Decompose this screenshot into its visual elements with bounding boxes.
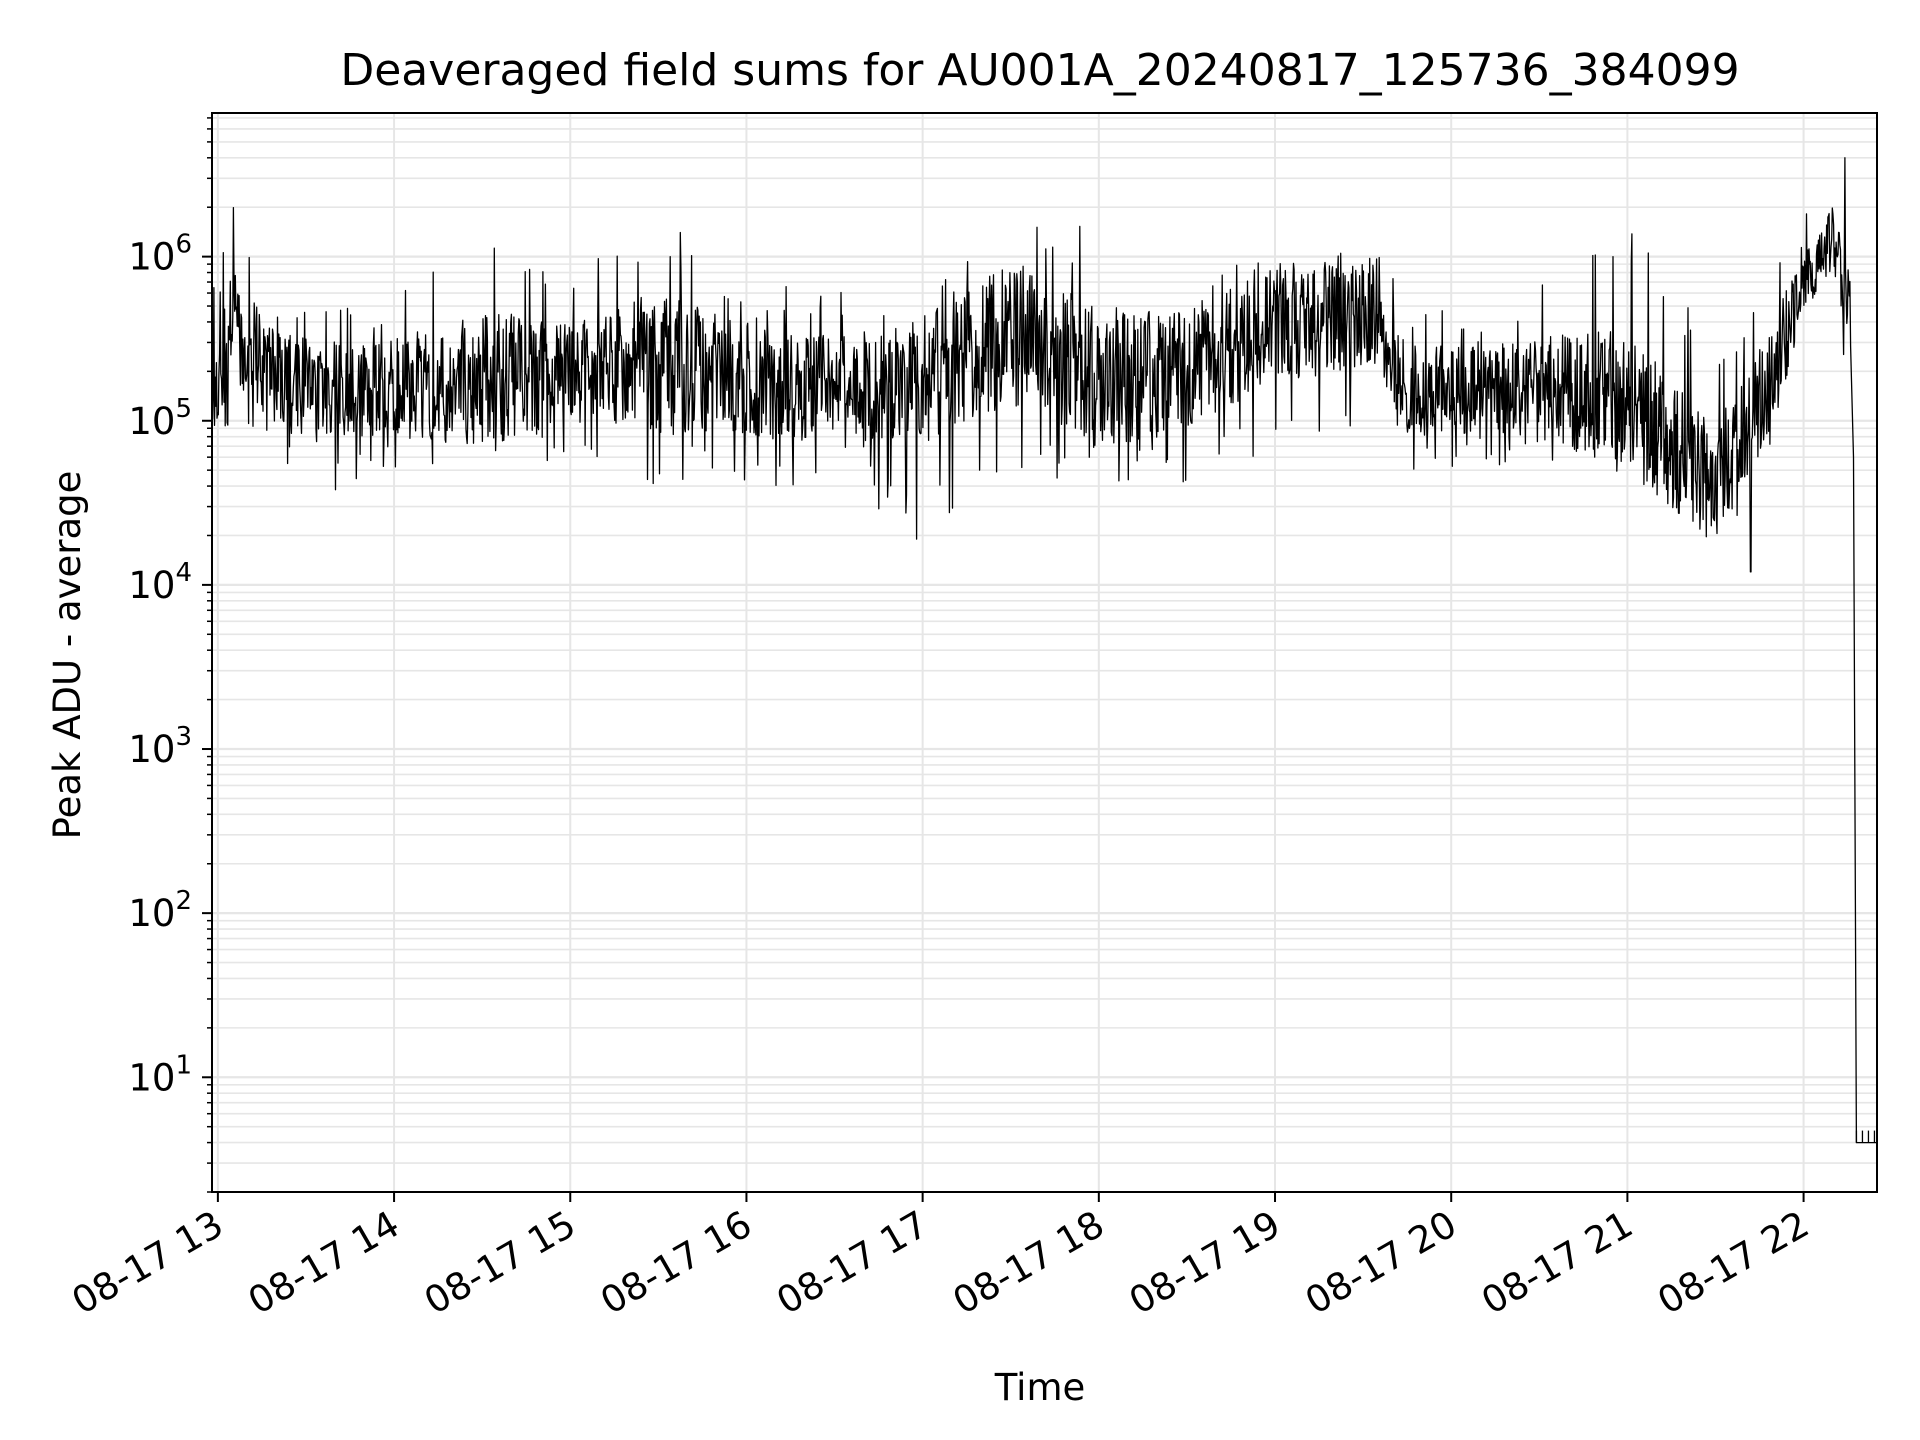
y-tick-label: 101 (128, 1050, 192, 1099)
y-axis: 101 102 103 104 105 106 (128, 117, 212, 1193)
y-tick-label: 105 (128, 394, 192, 443)
plot-area (211, 157, 1877, 1144)
series-line (211, 157, 1877, 1144)
x-axis-label: Time (994, 1366, 1086, 1409)
y-tick-label: 104 (128, 558, 192, 607)
grid (212, 113, 1877, 1193)
chart-title: Deaveraged field sums for AU001A_2024081… (340, 45, 1739, 96)
y-tick-label: 103 (128, 722, 192, 771)
y-axis-label: Peak ADU - average (46, 471, 89, 840)
y-tick-label: 106 (128, 230, 192, 279)
y-tick-label: 102 (128, 886, 192, 935)
axes-frame (211, 112, 1878, 1193)
